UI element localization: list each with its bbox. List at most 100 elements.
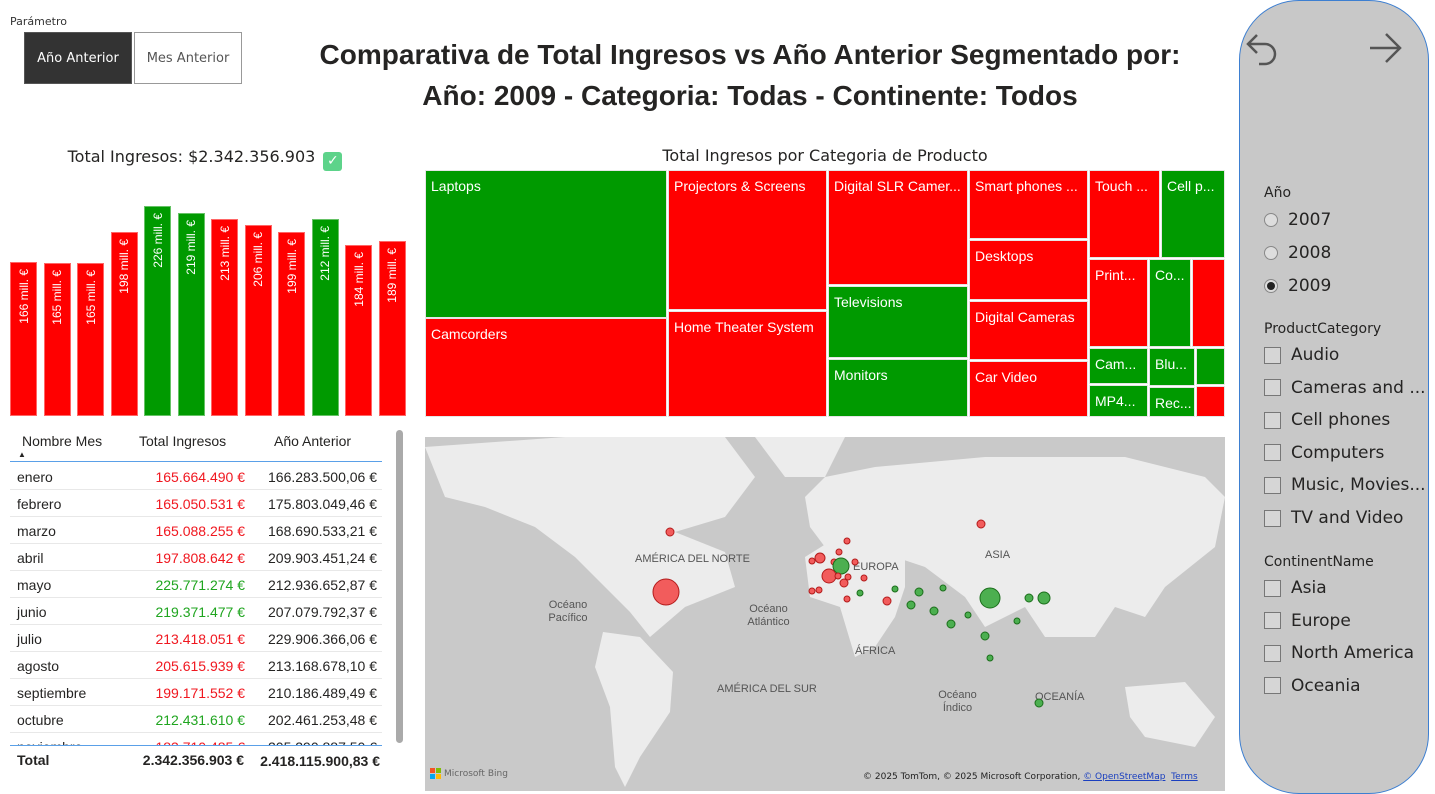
- table-scrollbar[interactable]: [396, 430, 403, 743]
- bar-julio[interactable]: 213 mill. €: [211, 218, 238, 416]
- checkbox-icon[interactable]: [1264, 476, 1281, 494]
- map-bubble[interactable]: [834, 572, 842, 580]
- continent-option[interactable]: Asia: [1264, 578, 1327, 598]
- table-row[interactable]: marzo 165.088.255 € 168.690.533,21 €: [10, 517, 382, 544]
- category-option[interactable]: Cell phones: [1264, 410, 1390, 430]
- bar-marzo[interactable]: 165 mill. €: [77, 263, 104, 416]
- map-bubble[interactable]: [906, 600, 916, 610]
- map-bubble[interactable]: [929, 606, 939, 616]
- table-row[interactable]: octubre 212.431.610 € 202.461.253,48 €: [10, 706, 382, 733]
- map-bubble[interactable]: [839, 578, 849, 588]
- checkbox-icon[interactable]: [1264, 444, 1281, 462]
- header-total-ingresos[interactable]: Total Ingresos: [139, 433, 227, 449]
- treemap-tile[interactable]: Laptops: [425, 170, 667, 318]
- bar-febrero[interactable]: 165 mill. €: [43, 263, 71, 416]
- table-row[interactable]: abril 197.808.642 € 209.903.451,24 €: [10, 544, 382, 571]
- table-row[interactable]: mayo 225.771.274 € 212.936.652,87 €: [10, 571, 382, 598]
- map-bubble[interactable]: [882, 596, 892, 606]
- category-option[interactable]: Music, Movies...: [1264, 475, 1426, 495]
- bar-mayo[interactable]: 226 mill. €: [144, 206, 171, 416]
- map-bubble[interactable]: [814, 552, 826, 564]
- checkbox-icon[interactable]: [1264, 509, 1281, 527]
- map-bubble[interactable]: [860, 574, 868, 582]
- table-row[interactable]: junio 219.371.477 € 207.079.792,37 €: [10, 598, 382, 625]
- treemap-tile[interactable]: Digital Cameras: [969, 301, 1088, 360]
- treemap-tile[interactable]: Monitors: [828, 359, 968, 417]
- map-bubble[interactable]: [946, 619, 956, 629]
- map-bubble[interactable]: [821, 568, 837, 584]
- header-ano-anterior[interactable]: Año Anterior: [274, 433, 352, 449]
- map-bubble[interactable]: [844, 573, 852, 581]
- treemap-tile[interactable]: Touch ...: [1089, 170, 1160, 258]
- treemap-tile[interactable]: Smart phones ...: [969, 170, 1088, 239]
- sort-ascending-icon[interactable]: ▲: [18, 450, 26, 459]
- map-bubble[interactable]: [986, 654, 994, 662]
- radio-icon[interactable]: [1264, 213, 1278, 227]
- map-bubble[interactable]: [652, 578, 680, 606]
- treemap-tile[interactable]: Projectors & Screens: [668, 170, 827, 310]
- map-bubble[interactable]: [843, 595, 851, 603]
- year-option-2007[interactable]: 2007: [1264, 210, 1331, 230]
- category-option[interactable]: TV and Video: [1264, 508, 1403, 528]
- continent-option[interactable]: Europe: [1264, 611, 1351, 631]
- bar-agosto[interactable]: 206 mill. €: [244, 225, 272, 416]
- map-bubble[interactable]: [939, 584, 947, 592]
- bar-diciembre[interactable]: 189 mill. €: [378, 240, 406, 416]
- continent-option[interactable]: North America: [1264, 643, 1414, 663]
- map-bubble[interactable]: [665, 527, 675, 537]
- table-row[interactable]: febrero 165.050.531 € 175.803.049,46 €: [10, 490, 382, 517]
- radio-icon[interactable]: [1264, 279, 1278, 293]
- treemap-tile[interactable]: Desktops: [969, 240, 1088, 300]
- map-bubble[interactable]: [843, 537, 851, 545]
- map-bubble[interactable]: [808, 587, 816, 595]
- treemap-tile[interactable]: Cam...: [1089, 348, 1148, 384]
- ano-anterior-button[interactable]: Año Anterior: [24, 32, 132, 84]
- checkbox-icon[interactable]: [1264, 579, 1281, 597]
- treemap-tile[interactable]: Camcorders: [425, 318, 667, 417]
- treemap-tile[interactable]: Home Theater System: [668, 311, 827, 417]
- treemap-tile[interactable]: Print...: [1089, 259, 1148, 347]
- openstreetmap-link[interactable]: © OpenStreetMap: [1083, 772, 1166, 782]
- map-bubble[interactable]: [832, 557, 850, 575]
- mes-anterior-button[interactable]: Mes Anterior: [134, 32, 242, 84]
- map-bubble[interactable]: [914, 587, 924, 597]
- continent-option[interactable]: Oceania: [1264, 676, 1361, 696]
- terms-link[interactable]: Terms: [1171, 772, 1198, 782]
- undo-arrow-icon[interactable]: [1245, 31, 1279, 67]
- bar-octubre[interactable]: 212 mill. €: [311, 219, 339, 416]
- map-bubble[interactable]: [1013, 617, 1021, 625]
- treemap-tile[interactable]: [1192, 259, 1225, 347]
- map-bubble[interactable]: [976, 519, 986, 529]
- checkbox-icon[interactable]: [1264, 346, 1281, 364]
- table-row[interactable]: septiembre 199.171.552 € 210.186.489,49 …: [10, 679, 382, 706]
- bar-junio[interactable]: 219 mill. €: [177, 212, 205, 416]
- treemap-tile[interactable]: Blu...: [1149, 348, 1195, 386]
- map-bubble[interactable]: [1024, 593, 1034, 603]
- treemap-tile[interactable]: Co...: [1149, 259, 1191, 347]
- map-bubble[interactable]: [835, 548, 843, 556]
- header-nombre-mes[interactable]: Nombre Mes: [22, 433, 103, 449]
- map-bubble[interactable]: [856, 589, 864, 597]
- category-option[interactable]: Computers: [1264, 443, 1384, 463]
- bar-abril[interactable]: 198 mill. €: [110, 232, 138, 416]
- table-row[interactable]: noviembre 183.710.485 € 205.290.887,50 €: [10, 733, 382, 745]
- sales-map[interactable]: AMÉRICA DEL NORTE AMÉRICA DEL SUR EUROPA…: [425, 437, 1225, 791]
- treemap-tile[interactable]: Digital SLR Camer...: [828, 170, 968, 285]
- map-bubble[interactable]: [815, 586, 823, 594]
- map-bubble[interactable]: [964, 611, 972, 619]
- map-bubble[interactable]: [808, 557, 816, 565]
- map-bubble[interactable]: [979, 587, 1001, 609]
- treemap-tile[interactable]: MP4...: [1089, 385, 1148, 417]
- checkbox-icon[interactable]: [1264, 677, 1281, 695]
- map-bubble[interactable]: [1037, 591, 1051, 605]
- radio-icon[interactable]: [1264, 246, 1278, 260]
- checkbox-icon[interactable]: [1264, 612, 1281, 630]
- map-bubble[interactable]: [1034, 698, 1044, 708]
- map-bubble[interactable]: [891, 585, 899, 593]
- category-option[interactable]: Cameras and ...: [1264, 378, 1426, 398]
- year-option-2009[interactable]: 2009: [1264, 276, 1331, 296]
- checkbox-icon[interactable]: [1264, 379, 1281, 397]
- checkbox-icon[interactable]: [1264, 411, 1281, 429]
- treemap-tile[interactable]: Televisions: [828, 286, 968, 358]
- map-bubble[interactable]: [980, 631, 990, 641]
